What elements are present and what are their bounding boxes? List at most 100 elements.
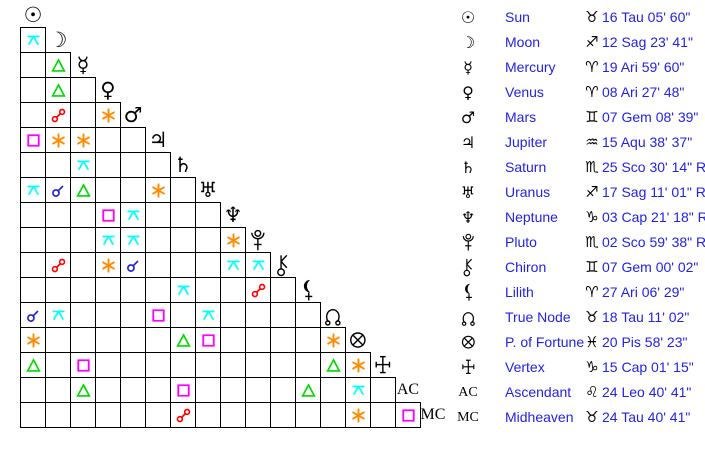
sextile-icon <box>326 332 340 348</box>
planet-name: Sun <box>505 9 530 25</box>
quincunx-icon <box>227 260 239 270</box>
quincunx-icon <box>202 310 214 320</box>
aspect-cell-empty <box>70 77 96 103</box>
aspect-cell-empty <box>20 377 46 403</box>
square-icon <box>176 383 190 397</box>
aspect-cell-p-of-fortune-sun <box>20 327 46 353</box>
planet-name: Moon <box>505 34 541 50</box>
aspect-cell-empty <box>45 377 71 403</box>
position-value: 25 Sco 30' 14" R <box>602 159 705 175</box>
planet-glyph-vertex-icon <box>370 352 396 378</box>
position-value: 15 Cap 01' 15" <box>602 359 694 375</box>
aspect-cell-empty <box>45 202 71 228</box>
planet-name: Chiron <box>505 259 547 275</box>
aspect-cell-empty <box>320 402 346 428</box>
quincunx-icon <box>102 235 114 245</box>
table-row-mars: ♂ Mars ♊ 07 Gem 08' 39" <box>456 105 705 130</box>
zodiac-sign-icon: ♏ <box>585 233 599 251</box>
aspect-cell-empty <box>270 302 296 328</box>
planet-name: Vertex <box>505 359 545 375</box>
table-row-pluto: Pluto ♏ 02 Sco 59' 38" R <box>456 230 705 255</box>
quincunx-icon <box>177 285 189 295</box>
trine-icon <box>75 382 91 397</box>
aspect-cell-empty <box>295 402 321 428</box>
aspect-cell-empty <box>170 352 196 378</box>
aspect-cell-jupiter-mercury <box>70 127 96 153</box>
position-value: 03 Cap 21' 18" R <box>602 209 705 225</box>
trine-icon <box>75 182 91 197</box>
aspect-cell-saturn-mercury <box>70 152 96 178</box>
position-value: 17 Sag 11' 01" R <box>602 184 705 200</box>
trine-icon <box>50 57 66 72</box>
trine-icon <box>175 332 191 347</box>
aspect-cell-empty <box>245 377 271 403</box>
aspect-cell-empty <box>20 152 46 178</box>
zodiac-sign-icon: ♐ <box>585 33 599 51</box>
zodiac-sign-icon: ♊ <box>585 108 599 126</box>
planet-glyph-pluto-icon <box>245 227 271 253</box>
position-value: 27 Ari 06' 29" <box>602 284 685 300</box>
position-value: 07 Gem 00' 02" <box>602 259 699 275</box>
planet-name: Ascendant <box>505 384 572 400</box>
aspect-cell-empty <box>295 327 321 353</box>
aspect-cell-empty <box>170 302 196 328</box>
table-row-lilith: Lilith ♈ 27 Ari 06' 29" <box>456 280 705 305</box>
table-row-venus: ♀ Venus ♈ 08 Ari 27' 48" <box>456 80 705 105</box>
aspect-cell-empty <box>95 302 121 328</box>
aspect-cell-empty <box>220 302 246 328</box>
planet-glyph-saturn-icon: ♄ <box>173 153 193 177</box>
position-value: 16 Tau 05' 60" <box>602 9 691 25</box>
aspect-cell-uranus-sun <box>20 177 46 203</box>
table-row-chiron: Chiron ♊ 07 Gem 00' 02" <box>456 255 705 280</box>
aspect-cell-empty <box>270 327 296 353</box>
aspect-cell-empty <box>120 127 146 153</box>
aspect-cell-empty <box>170 227 196 253</box>
aspect-cell-empty <box>170 252 196 278</box>
aspect-cell-true-node-jupiter <box>145 302 171 328</box>
aspect-cell-empty <box>195 202 221 228</box>
aspect-cell-pluto-neptune <box>220 227 246 253</box>
quincunx-icon <box>27 185 39 195</box>
aspect-cell-empty <box>195 252 221 278</box>
conjunction-icon <box>26 309 39 322</box>
table-row-p-of-fortune: P. of Fortune ♓ 20 Pis 58' 23" <box>456 330 705 355</box>
aspect-cell-empty <box>70 402 96 428</box>
aspect-cell-empty <box>20 202 46 228</box>
venus-glyph-icon: ♀ <box>462 83 474 102</box>
zodiac-sign-icon: ♈ <box>585 283 599 301</box>
aspect-cell-empty <box>45 402 71 428</box>
square-icon <box>101 208 115 222</box>
quincunx-icon <box>252 260 264 270</box>
aspect-cell-empty <box>95 152 121 178</box>
aspect-cell-lilith-pluto <box>245 277 271 303</box>
quincunx-icon <box>77 160 89 170</box>
table-row-saturn: ♄ Saturn ♏ 25 Sco 30' 14" R <box>456 155 705 180</box>
planet-glyph-neptune-icon: ♆ <box>223 203 243 227</box>
midheaven-glyph-icon: MC <box>457 410 479 425</box>
aspect-cell-empty <box>45 327 71 353</box>
planet-name: Uranus <box>505 184 551 200</box>
opposition-icon <box>251 283 265 297</box>
opposition-icon <box>176 408 190 422</box>
aspect-cell-midheaven-p-of-fortune <box>345 402 371 428</box>
planet-name: Midheaven <box>505 409 574 425</box>
aspect-cell-ascendant-p-of-fortune <box>345 377 371 403</box>
jupiter-glyph-icon: ♃ <box>460 133 476 152</box>
aspect-cell-lilith-saturn <box>170 277 196 303</box>
aspect-cell-venus-moon <box>45 77 71 103</box>
planet-glyph-chiron-icon <box>270 252 296 278</box>
aspect-cell-empty <box>295 352 321 378</box>
aspect-cell-empty <box>95 402 121 428</box>
aspect-cell-empty <box>45 352 71 378</box>
chiron-glyph-icon <box>456 255 480 280</box>
pluto-glyph-icon <box>456 230 480 255</box>
aspect-cell-chiron-venus <box>95 252 121 278</box>
zodiac-sign-icon: ♊ <box>585 258 599 276</box>
trine-icon <box>25 357 41 372</box>
planet-name: Neptune <box>505 209 558 225</box>
saturn-glyph-icon: ♄ <box>460 158 476 177</box>
planet-name: Venus <box>505 84 544 100</box>
square-icon <box>76 358 90 372</box>
aspect-cell-empty <box>45 152 71 178</box>
aspect-cell-empty <box>120 327 146 353</box>
